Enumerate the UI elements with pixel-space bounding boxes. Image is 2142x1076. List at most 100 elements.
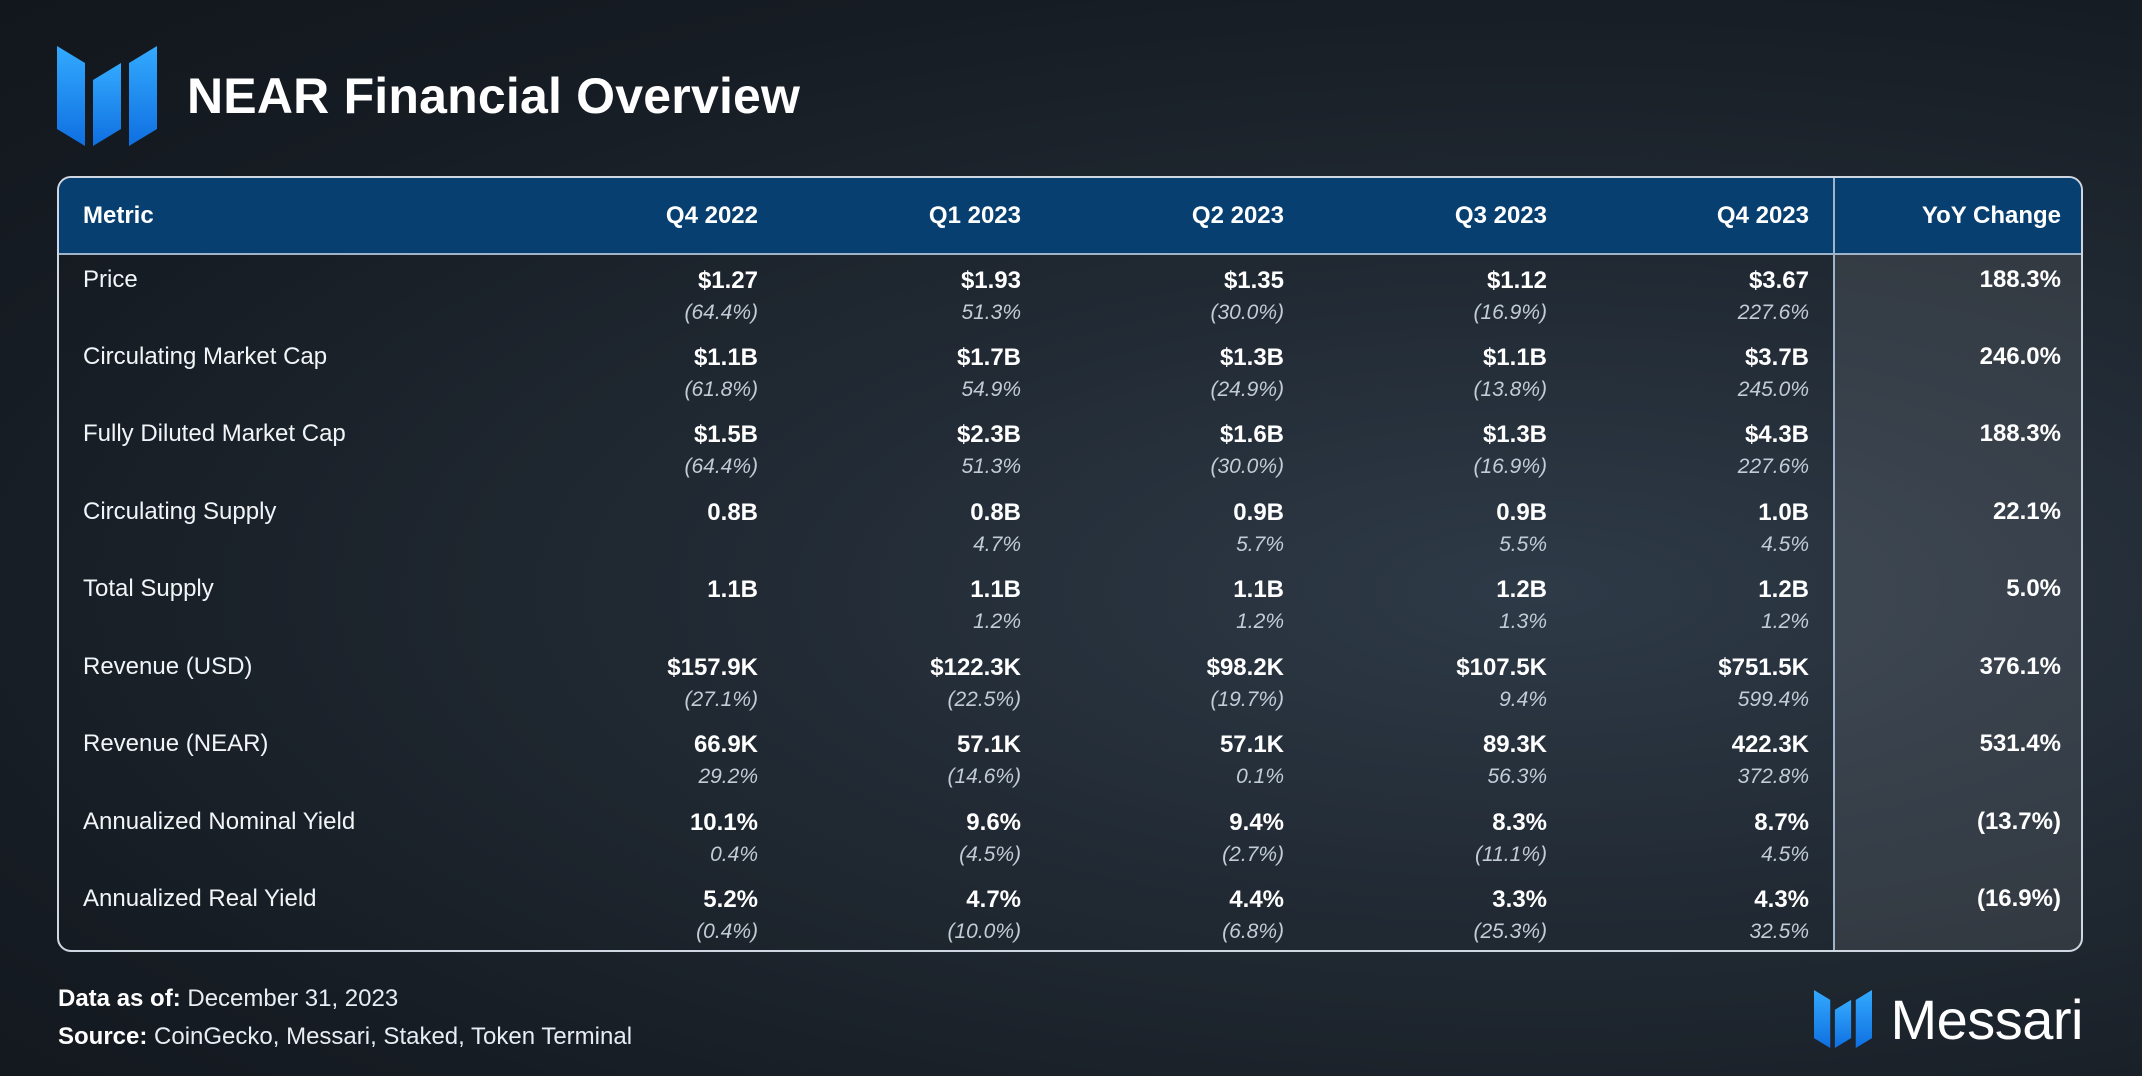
cell-change: 1.2%	[973, 610, 1021, 633]
table-cell: 3.3% (25.3%)	[1308, 874, 1571, 950]
cell-value: $1.6B	[1219, 421, 1284, 448]
table-cell: $1.6B (30.0%)	[1045, 409, 1308, 487]
cell-value: $98.2K	[1206, 653, 1284, 681]
table-cell: 89.3K 56.3%	[1308, 719, 1571, 797]
cell-change: 4.5%	[1761, 532, 1809, 556]
table-cell: 0.9B 5.7%	[1045, 487, 1308, 565]
cell-value: 57.1K	[956, 731, 1021, 758]
cell-value: 3.3%	[1492, 886, 1547, 913]
cell-change: 1.2%	[1236, 610, 1284, 633]
table-cell: $1.27 (64.4%)	[519, 254, 782, 332]
cell-value: 8.7%	[1754, 808, 1809, 836]
cell-value: $1.27	[697, 267, 758, 294]
table-cell: 1.2B 1.3%	[1308, 564, 1571, 642]
yoy-change: 188.3%	[1833, 254, 2081, 332]
cell-change: (16.9%)	[1473, 455, 1547, 478]
metric-label: Circulating Supply	[83, 497, 277, 525]
table-cell: $1.93 51.3%	[782, 254, 1045, 332]
column-header: YoY Change	[1833, 178, 2081, 255]
metric-label: Revenue (USD)	[83, 652, 253, 680]
cell-change: 51.3%	[961, 301, 1021, 324]
yoy-change: (13.7%)	[1833, 796, 2081, 874]
cell-value: 9.4%	[1229, 808, 1284, 836]
table-cell: $2.3B 51.3%	[782, 409, 1045, 487]
cell-value: 0.8B	[970, 498, 1021, 526]
table-cell: 66.9K 29.2%	[519, 719, 782, 797]
table-cell: $4.3B 227.6%	[1571, 409, 1834, 487]
column-header: Q4 2022	[519, 178, 782, 255]
metric-label: Price	[83, 266, 138, 293]
cell-change: (19.7%)	[1210, 687, 1284, 711]
table-cell: $1.3B (24.9%)	[1045, 332, 1308, 410]
cell-value: 10.1%	[689, 808, 758, 836]
cell-change: 372.8%	[1737, 765, 1809, 788]
cell-change: 0.4%	[710, 842, 758, 866]
cell-value: 4.4%	[1229, 886, 1284, 913]
cell-value: $157.9K	[667, 653, 758, 681]
metric-label: Annualized Real Yield	[83, 885, 317, 912]
cell-change: (30.0%)	[1210, 455, 1284, 478]
cell-change: (11.1%)	[1475, 842, 1547, 866]
table-header-row: Metric Q4 2022 Q1 2023 Q2 2023 Q3 2023 Q…	[59, 178, 2081, 255]
cell-value: $107.5K	[1456, 653, 1547, 681]
cell-value: $1.1B	[1482, 343, 1547, 371]
cell-change: (4.5%)	[959, 842, 1021, 866]
table-body: Price $1.27 (64.4%) $1.93 51.3% $1.35 (30.0%) $…	[59, 254, 2081, 950]
table-cell: $157.9K (27.1%)	[519, 642, 782, 720]
page-header: NEAR Financial Overview	[57, 46, 800, 146]
cell-value: 89.3K	[1482, 731, 1547, 758]
cell-value: $3.67	[1748, 267, 1809, 294]
cell-value: $1.12	[1486, 267, 1547, 294]
table-row: Circulating Market Cap $1.1B (61.8%) $1.7B 5…	[59, 331, 2081, 410]
table-cell: 422.3K 372.8%	[1571, 719, 1834, 797]
cell-value: 0.9B	[1233, 498, 1284, 526]
cell-value: 0.8B	[707, 498, 758, 526]
cell-change: (27.1%)	[684, 687, 758, 711]
table-cell: 8.7% 4.5%	[1571, 797, 1834, 875]
table-row: Revenue (USD) $157.9K (27.1%) $122.3K (22.5%…	[59, 641, 2081, 720]
cell-change: (2.7%)	[1222, 842, 1284, 866]
cell-change: 9.4%	[1499, 687, 1547, 711]
table-cell: 4.4% (6.8%)	[1045, 874, 1308, 950]
cell-value: $1.35	[1223, 267, 1284, 294]
cell-change: (16.9%)	[1473, 301, 1547, 324]
table-cell: 1.1B 1.2%	[1045, 564, 1308, 642]
cell-change: (22.5%)	[947, 687, 1021, 711]
cell-change: 245.0%	[1737, 377, 1809, 401]
cell-change: 4.5%	[1761, 842, 1809, 866]
cell-change: (0.4%)	[696, 920, 758, 943]
table-row: Price $1.27 (64.4%) $1.93 51.3% $1.35 (30.0%) $…	[59, 254, 2081, 332]
table-cell: $107.5K 9.4%	[1308, 642, 1571, 720]
table-cell: 10.1% 0.4%	[519, 797, 782, 875]
cell-value: 422.3K	[1731, 731, 1809, 758]
cell-change: (24.9%)	[1210, 377, 1284, 401]
messari-logo-icon	[1814, 990, 1873, 1048]
metric-label: Fully Diluted Market Cap	[83, 420, 346, 447]
table-cell: 0.9B 5.5%	[1308, 487, 1571, 565]
cell-value: $1.1B	[693, 343, 758, 371]
table-cell: 0.8B 4.7%	[782, 487, 1045, 565]
table-cell: 0.8B	[519, 487, 782, 565]
cell-value: 1.2B	[1758, 576, 1809, 603]
cell-change: 51.3%	[961, 455, 1021, 478]
cell-value: $4.3B	[1744, 421, 1809, 448]
cell-change: (30.0%)	[1210, 301, 1284, 324]
yoy-change: (16.9%)	[1833, 874, 2081, 950]
cell-value: $1.93	[960, 267, 1021, 294]
metric-label: Total Supply	[83, 575, 214, 602]
cell-change: 4.7%	[973, 532, 1021, 556]
yoy-change: 188.3%	[1833, 409, 2081, 487]
source-value: CoinGecko, Messari, Staked, Token Termin…	[147, 1023, 633, 1050]
table-row: Total Supply 1.1B 1.1B 1.2% 1.1B 1.2% 1.2B 1.3%…	[59, 564, 2081, 642]
cell-change: 5.7%	[1236, 532, 1284, 556]
table-cell: $3.67 227.6%	[1571, 254, 1834, 332]
table-cell: $1.7B 54.9%	[782, 332, 1045, 410]
cell-value: 1.0B	[1758, 498, 1809, 526]
table-cell: 1.2B 1.2%	[1571, 564, 1834, 642]
table-row: Fully Diluted Market Cap $1.5B (64.4%) $2.3…	[59, 409, 2081, 487]
column-header: Q1 2023	[782, 178, 1045, 255]
table-cell: 1.1B	[519, 564, 782, 642]
cell-change: 54.9%	[961, 377, 1021, 401]
cell-value: $1.5B	[693, 421, 758, 448]
cell-change: (64.4%)	[684, 301, 758, 324]
